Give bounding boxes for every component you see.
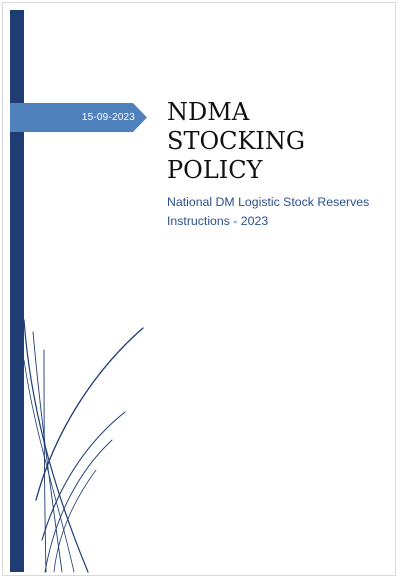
date-banner [10,103,147,132]
title-line-3: POLICY [167,156,263,184]
document-title: NDMA STOCKING POLICY [167,98,387,185]
page-border [2,2,396,576]
swirl-line-5 [35,327,144,501]
subtitle-line-1: National DM Logistic Stock Reserves [167,195,370,209]
swirl-line-8 [53,469,97,573]
left-side-bar [10,10,24,572]
swirl-line-6 [41,411,126,541]
document-subtitle: National DM Logistic Stock Reserves Inst… [167,193,387,231]
date-banner-arrow [10,103,147,132]
swirl-line-2 [32,331,63,573]
swirl-line-4 [23,359,75,573]
cover-date: 15-09-2023 [81,112,135,123]
title-block: NDMA STOCKING POLICY National DM Logisti… [167,98,387,231]
swirl-line-3 [43,349,47,573]
title-line-2: STOCKING [167,127,306,155]
subtitle-line-2: Instructions - 2023 [167,214,269,228]
swirl-line-7 [44,439,113,573]
swirl-line-1 [23,319,89,573]
title-line-1: NDMA [167,98,250,126]
